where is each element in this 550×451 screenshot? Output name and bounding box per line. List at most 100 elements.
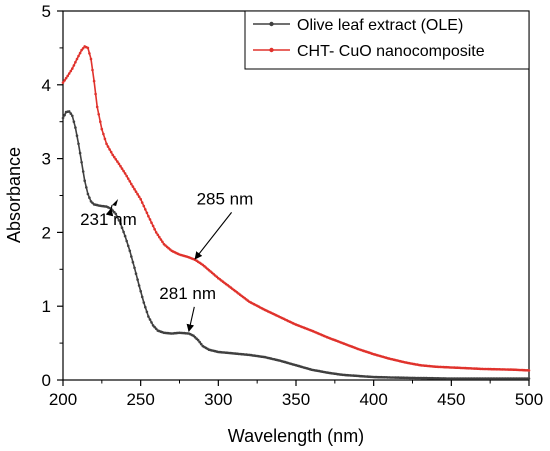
data-point (154, 327, 158, 331)
legend-label-ole: Olive leaf extract (OLE) (297, 17, 463, 34)
data-point (95, 105, 99, 109)
y-tick-label-5: 5 (42, 2, 51, 21)
data-point (81, 47, 85, 50)
data-point (134, 190, 138, 193)
data-point (136, 278, 139, 281)
data-point (120, 226, 124, 229)
data-point (69, 112, 73, 115)
data-point (89, 57, 93, 61)
data-point (123, 172, 127, 175)
data-point (128, 249, 132, 253)
data-point (63, 79, 66, 82)
data-point (126, 244, 130, 248)
data-point (74, 126, 77, 129)
legend-marker-ole (269, 21, 274, 27)
data-point (61, 116, 65, 120)
data-point (66, 74, 69, 78)
series-line-0 (62, 110, 529, 380)
axis-ticks (57, 10, 530, 386)
data-point (102, 132, 105, 136)
data-point (154, 231, 158, 234)
data-point (81, 170, 85, 173)
annotation-layer: 231 nm 281 nm 285 nm (80, 189, 254, 333)
data-point (140, 295, 144, 299)
x-axis-title: Wavelength (nm) (228, 426, 364, 446)
legend-marker-cht (269, 47, 274, 53)
x-tick-label-250: 250 (126, 390, 154, 409)
data-point (75, 57, 79, 61)
x-tick-label-200: 200 (49, 390, 77, 409)
legend-label-cht: CHT- CuO nanocomposite (297, 43, 485, 60)
x-tick-label-350: 350 (282, 390, 310, 409)
data-point (145, 310, 149, 314)
data-point (94, 92, 97, 96)
data-point (137, 284, 141, 287)
data-point (119, 222, 122, 225)
data-point (156, 233, 160, 237)
y-axis-title: Absorbance (4, 147, 24, 243)
annotation-label-0: 231 nm (80, 210, 137, 229)
data-point (144, 305, 147, 309)
data-point (137, 195, 141, 198)
axis-tick-labels: 200 250 300 350 400 450 500 0 1 2 3 4 5 (42, 2, 544, 409)
data-point (130, 182, 133, 186)
annotation-label-2: 285 nm (197, 189, 254, 208)
data-point (199, 342, 203, 346)
data-point (67, 72, 71, 75)
data-point (133, 187, 136, 191)
data-point (61, 81, 65, 84)
data-point (67, 110, 71, 113)
data-point (161, 240, 164, 244)
series-1 (61, 45, 531, 372)
series-layer (61, 45, 531, 380)
data-point (72, 120, 76, 123)
annotation-arrowhead (112, 199, 119, 207)
data-point (527, 369, 531, 372)
y-tick-label-4: 4 (42, 76, 51, 95)
data-point (64, 76, 68, 80)
data-point (92, 79, 96, 83)
data-point (151, 224, 155, 228)
data-point (153, 325, 156, 329)
data-point (122, 169, 125, 173)
data-point (527, 377, 531, 380)
data-point (116, 215, 119, 219)
data-point (71, 67, 74, 70)
data-point (114, 158, 118, 161)
data-point (106, 145, 110, 148)
data-point (86, 46, 90, 50)
data-point (77, 142, 80, 146)
annotation-arrow-0 (105, 204, 114, 217)
y-tick-label-3: 3 (42, 150, 51, 169)
data-point (142, 301, 146, 304)
data-point (125, 239, 128, 243)
data-point (91, 68, 94, 72)
data-point (131, 185, 135, 188)
series-line-1 (62, 45, 530, 372)
x-tick-label-300: 300 (204, 390, 232, 409)
data-point (198, 340, 201, 344)
annotation-label-1: 281 nm (159, 284, 216, 303)
legend: Olive leaf extract (OLE) CHT- CuO nanoco… (244, 10, 530, 70)
data-point (126, 177, 130, 180)
data-point (144, 208, 147, 211)
data-point (123, 234, 127, 238)
data-point (128, 180, 132, 183)
data-point (80, 161, 83, 164)
data-point (71, 114, 74, 118)
x-tick-label-450: 450 (437, 390, 465, 409)
data-point (145, 211, 149, 215)
data-point (63, 113, 66, 117)
data-point (196, 338, 200, 342)
data-point (74, 60, 77, 64)
data-point (148, 318, 152, 321)
data-point (88, 196, 91, 199)
y-tick-label-2: 2 (42, 223, 51, 242)
data-point (105, 142, 108, 146)
data-point (69, 69, 73, 73)
data-point (75, 134, 79, 137)
data-point (122, 230, 125, 234)
data-point (134, 272, 138, 276)
data-point (78, 151, 82, 155)
data-point (100, 127, 104, 131)
